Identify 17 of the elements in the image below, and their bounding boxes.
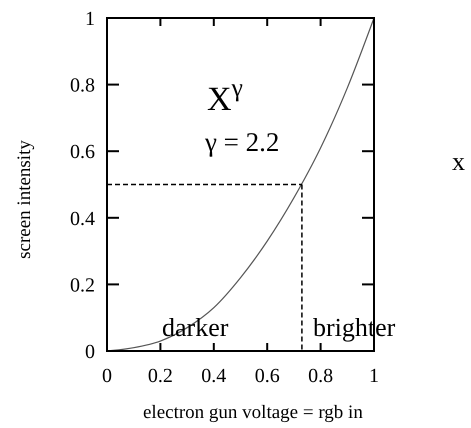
x-tick-label: 1	[369, 365, 379, 387]
annotation: X$^{γ}$	[207, 72, 243, 118]
x-tick-label: 0.6	[254, 365, 280, 387]
y-tick-label: 0.8	[70, 74, 95, 97]
y-tick-label: 0.2	[70, 274, 95, 296]
y-tick-label: 0.4	[70, 208, 95, 230]
x-axis-title: electron gun voltage = rgb in	[143, 402, 364, 423]
y-tick-label: 0	[85, 341, 95, 363]
y-axis-title: screen intensity	[14, 140, 35, 259]
y-tick-label: 0.6	[70, 141, 95, 164]
x-tick-label: 0.2	[148, 365, 173, 387]
y-tick-label: 1	[85, 8, 95, 30]
x-tick-label: 0.4	[201, 365, 226, 387]
annotation: γ = 2.2	[204, 127, 280, 157]
text: x	[452, 147, 465, 176]
x-tick-label: 0	[102, 365, 112, 387]
x-tick-label: 0.8	[308, 365, 334, 387]
